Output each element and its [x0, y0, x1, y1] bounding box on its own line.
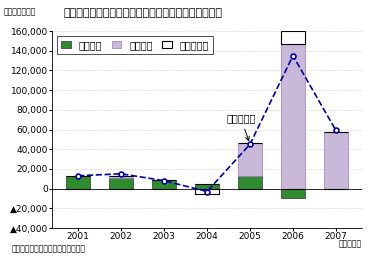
Bar [238, 143, 262, 176]
Bar [281, 31, 305, 44]
Bar [66, 176, 90, 189]
Bar [195, 189, 219, 195]
Bar [195, 184, 219, 189]
Bar [109, 176, 133, 178]
Bar [109, 178, 133, 189]
Text: （前年差、円）: （前年差、円） [4, 8, 36, 17]
Text: （年・月）: （年・月） [339, 240, 362, 249]
Bar [238, 176, 262, 189]
Text: 可処分所得: 可処分所得 [226, 114, 256, 141]
Legend: 経常収入, 特別収入, 非消費支出: 経常収入, 特別収入, 非消費支出 [57, 36, 213, 54]
Bar [281, 189, 305, 198]
Bar [152, 180, 176, 189]
Bar [324, 132, 348, 189]
Bar [281, 44, 305, 189]
Text: （資料）総務省統計局「家計調査」: （資料）総務省統計局「家計調査」 [11, 245, 85, 254]
Text: 特別定額給付金が家計の可処分所得を大きく押し上げ: 特別定額給付金が家計の可処分所得を大きく押し上げ [63, 8, 222, 18]
